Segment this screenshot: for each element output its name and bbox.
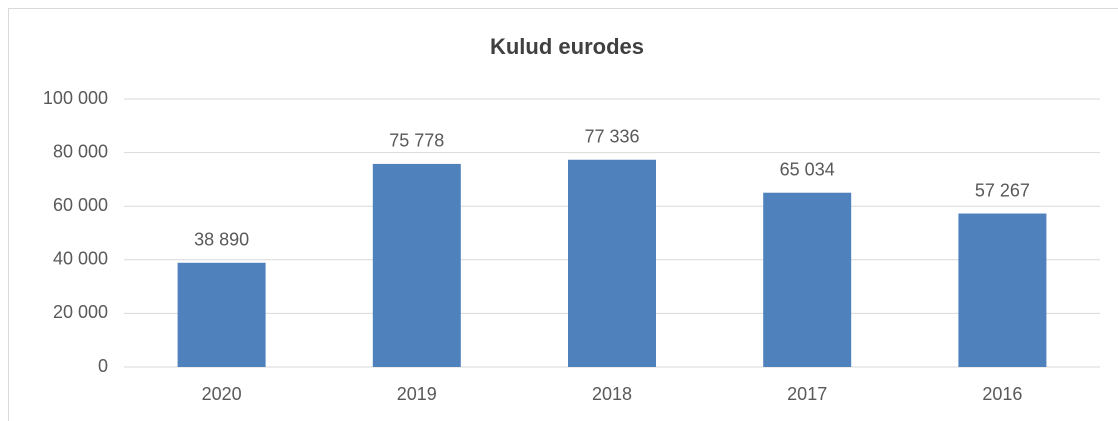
data-label: 65 034 <box>780 159 835 179</box>
y-tick-label: 20 000 <box>53 302 108 322</box>
data-label: 57 267 <box>975 180 1030 200</box>
bar <box>568 159 656 367</box>
y-tick-label: 100 000 <box>43 88 108 108</box>
data-label: 75 778 <box>389 131 444 151</box>
bar <box>958 213 1047 367</box>
x-tick-label: 2020 <box>202 384 242 404</box>
x-tick-label: 2018 <box>592 384 632 404</box>
x-tick-label: 2017 <box>787 384 827 404</box>
bar <box>763 192 852 367</box>
bar <box>177 262 266 367</box>
x-tick-label: 2019 <box>397 384 437 404</box>
chart-border <box>8 8 1118 421</box>
data-label: 38 890 <box>194 230 249 250</box>
y-tick-label: 40 000 <box>53 249 108 269</box>
x-tick-label: 2016 <box>982 384 1022 404</box>
y-tick-label: 60 000 <box>53 195 108 215</box>
y-tick-label: 80 000 <box>53 141 108 161</box>
chart-title: Kulud eurodes <box>490 34 644 59</box>
data-label: 77 336 <box>584 126 639 146</box>
y-tick-label: 0 <box>98 356 108 376</box>
bar <box>372 163 461 367</box>
